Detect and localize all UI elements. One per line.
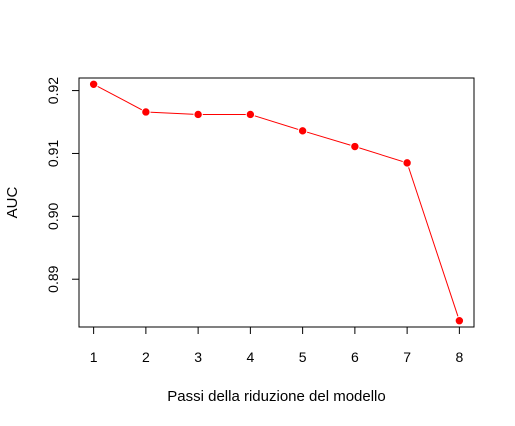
x-axis-label: Passi della riduzione del modello xyxy=(167,388,385,405)
x-tick-label: 4 xyxy=(246,349,254,365)
x-tick-label: 6 xyxy=(351,349,359,365)
y-tick-label: 0.89 xyxy=(45,265,61,292)
data-point xyxy=(193,109,203,120)
y-axis: 0.89 0.90 0.91 0.92 xyxy=(45,77,80,293)
data-point xyxy=(141,107,151,117)
x-tick-label: 2 xyxy=(142,349,150,365)
x-axis: 1 2 3 4 5 6 7 8 xyxy=(90,326,463,365)
data-point xyxy=(350,141,360,152)
x-tick-label: 3 xyxy=(194,349,202,365)
data-point xyxy=(297,126,308,136)
x-tick-label: 8 xyxy=(455,349,463,365)
y-tick-label: 0.91 xyxy=(45,140,61,167)
data-point xyxy=(245,109,256,120)
y-tick-label: 0.90 xyxy=(45,202,61,229)
data-point xyxy=(88,79,99,89)
data-point xyxy=(454,316,465,326)
x-tick-label: 5 xyxy=(299,349,307,365)
plot-box xyxy=(78,77,475,328)
x-tick-label: 1 xyxy=(90,349,98,365)
data-point xyxy=(402,158,412,168)
y-tick-label: 0.92 xyxy=(45,77,61,104)
series-line xyxy=(93,83,460,321)
y-axis-label: AUC xyxy=(4,186,21,218)
series-auc xyxy=(88,79,465,326)
x-tick-label: 7 xyxy=(403,349,411,365)
